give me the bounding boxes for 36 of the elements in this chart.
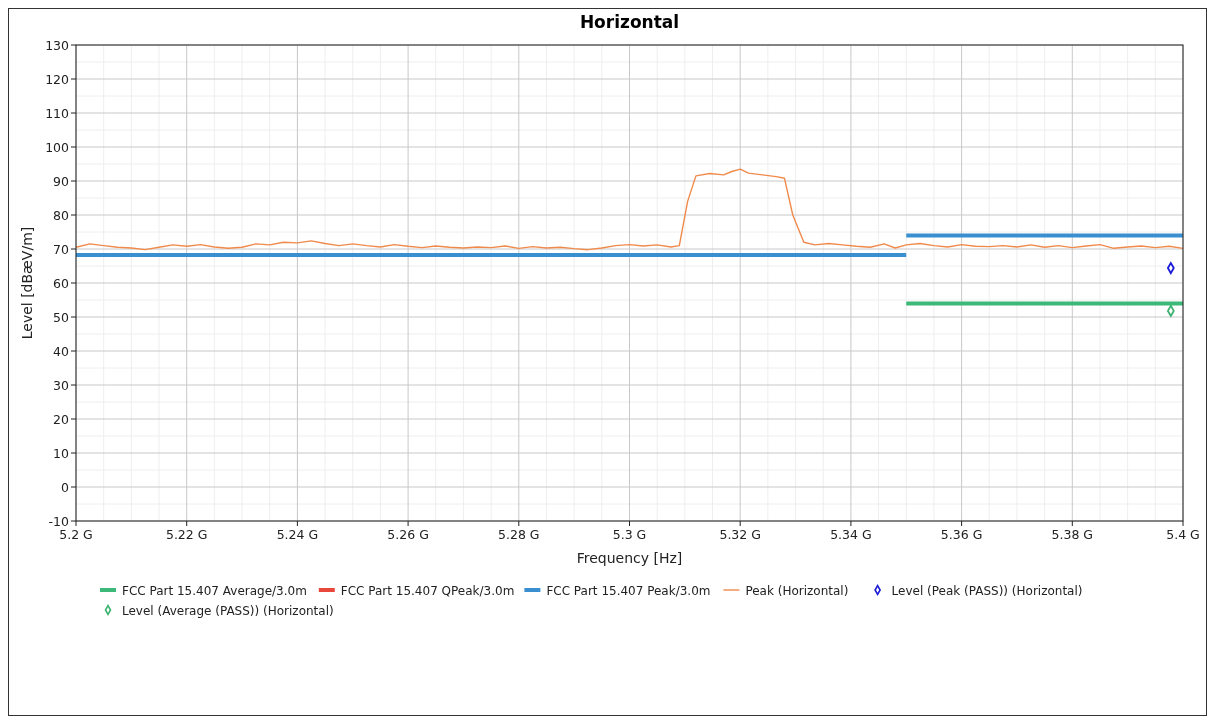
y-tick-label: 100 (45, 139, 70, 155)
x-tick-label: 5.38 G (1051, 527, 1094, 542)
x-tick-label: 5.24 G (276, 527, 319, 542)
legend-label: FCC Part 15.407 Peak/3.0m (546, 583, 711, 598)
legend-label: Level (Peak (PASS)) (Horizontal) (891, 583, 1083, 598)
y-tick-label: -10 (48, 513, 70, 529)
y-tick-label: 10 (53, 445, 70, 461)
y-tick-label: 70 (53, 241, 70, 257)
line-series (75, 168, 1184, 251)
x-tick-label: 5.28 G (498, 527, 540, 542)
y-tick-label: 40 (53, 343, 70, 359)
x-tick-label: 5.34 G (830, 527, 872, 542)
chart-title: Horizontal (579, 12, 680, 32)
y-tick-label: 30 (53, 377, 70, 393)
legend-label: FCC Part 15.407 QPeak/3.0m (340, 583, 515, 598)
legend-label: FCC Part 15.407 Average/3.0m (122, 583, 307, 598)
x-axis-title: Frequency [Hz] (576, 550, 683, 566)
y-tick-label: 120 (45, 71, 70, 87)
x-tick-label: 5.32 G (719, 527, 761, 542)
y-tick-label: 90 (53, 173, 70, 189)
y-tick-label: 60 (53, 275, 70, 291)
y-tick-label: 110 (45, 105, 70, 121)
y-tick-label: 80 (53, 207, 70, 223)
x-tick-label: 5.3 G (612, 527, 647, 542)
y-tick-label: 50 (53, 309, 70, 325)
y-tick-label: 0 (61, 479, 70, 495)
legend-label: Level (Average (PASS)) (Horizontal) (122, 603, 334, 618)
x-tick-label: 5.36 G (940, 527, 983, 542)
x-tick-label: 5.22 G (165, 527, 208, 542)
x-tick-label: 5.2 G (59, 527, 93, 542)
x-tick-label: 5.4 G (1166, 527, 1200, 542)
x-tick-label: 5.26 G (387, 527, 429, 542)
y-axis-title: Level [dBæV/m] (19, 226, 35, 340)
legend-label: Peak (Horizontal) (745, 583, 849, 598)
y-tick-label: 130 (45, 37, 70, 53)
y-tick-label: 20 (53, 411, 70, 427)
